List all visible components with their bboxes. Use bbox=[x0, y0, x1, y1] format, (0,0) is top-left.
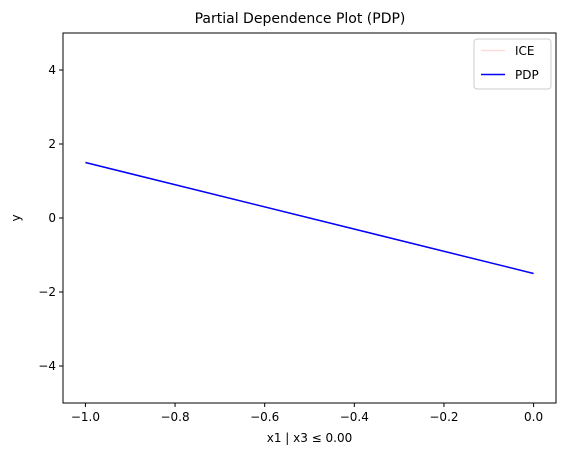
x-tick-label: −0.6 bbox=[250, 410, 279, 424]
x-tick-label: 0.0 bbox=[524, 410, 543, 424]
chart-title: Partial Dependence Plot (PDP) bbox=[195, 11, 406, 27]
x-axis-label: x1 | x3 ≤ 0.00 bbox=[267, 431, 353, 445]
y-tick-label: 4 bbox=[48, 63, 56, 77]
y-tick-label: 2 bbox=[48, 137, 56, 151]
y-tick-label: 0 bbox=[48, 211, 56, 225]
x-tick-label: −0.2 bbox=[429, 410, 458, 424]
x-tick-label: −0.8 bbox=[160, 410, 189, 424]
legend: ICE PDP bbox=[473, 38, 552, 90]
y-tick-label: −2 bbox=[38, 285, 56, 299]
x-tick-label: −1.0 bbox=[71, 410, 100, 424]
series-lines bbox=[85, 161, 534, 275]
y-axis-ticks: −4 −2 0 2 4 bbox=[38, 63, 63, 373]
legend-label-ice: ICE bbox=[515, 44, 535, 58]
legend-box bbox=[473, 38, 552, 90]
series-line-pdp bbox=[85, 161, 534, 275]
y-axis-label: y bbox=[9, 214, 23, 221]
legend-label-pdp: PDP bbox=[515, 68, 539, 82]
x-tick-label: −0.4 bbox=[340, 410, 369, 424]
x-axis-ticks: −1.0 −0.8 −0.6 −0.4 −0.2 0.0 bbox=[71, 403, 543, 424]
y-tick-label: −4 bbox=[38, 359, 56, 373]
